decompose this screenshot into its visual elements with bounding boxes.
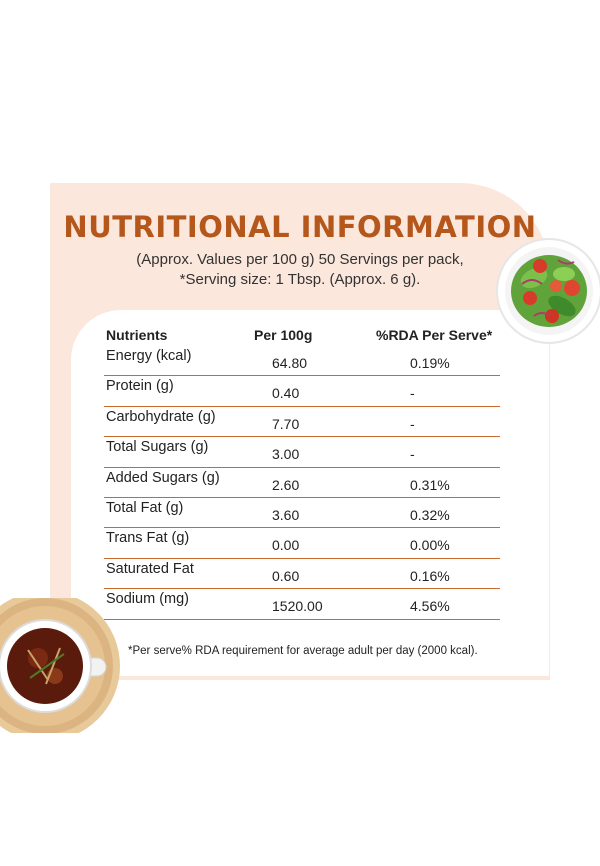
page-title: NUTRITIONAL INFORMATION [63,210,537,244]
per-100g-value: 3.60 [272,506,300,523]
table-header: Nutrients Per 100g %RDA Per Serve* [104,324,500,346]
header-rda: %RDA Per Serve* [376,327,493,343]
footnote: *Per serve% RDA requirement for average … [128,645,478,657]
per-100g-value: 64.80 [272,355,308,371]
table-row: Added Sugars (g) 2.60 0.31% [104,468,500,498]
per-100g-value: 3.00 [272,446,300,463]
rda-value: - [410,385,415,402]
nutrient-name: Total Sugars (g) [106,439,209,456]
per-100g-value: 7.70 [272,415,300,432]
subtitle-serving-size: *Serving size: 1 Tbsp. (Approx. 6 g). [179,271,421,288]
nutrient-name: Trans Fat (g) [106,530,190,547]
rda-value: 0.32% [410,506,450,523]
per-100g-value: 0.60 [272,567,300,584]
table-row: Protein (g) 0.40 - [104,376,500,407]
per-100g-value: 0.00 [272,537,300,554]
rda-value: 0.00% [410,537,450,554]
nutrient-name: Added Sugars (g) [106,469,220,486]
nutrient-name: Protein (g) [106,378,174,395]
nutrient-name: Sodium (mg) [106,591,189,608]
nutrient-name: Carbohydrate (g) [106,408,216,425]
nutrient-name: Saturated Fat [106,560,194,577]
header-nutrients: Nutrients [106,327,168,343]
soup-bowl-image [0,598,120,733]
table-row: Carbohydrate (g) 7.70 - [104,407,500,438]
rda-value: 0.19% [410,355,450,371]
nutrient-name: Total Fat (g) [106,499,184,516]
table-row: Saturated Fat 0.60 0.16% [104,559,500,590]
table-row: Energy (kcal) 64.80 0.19% [104,346,500,377]
subtitle-values: (Approx. Values per 100 g) 50 Servings p… [136,251,464,268]
rda-value: - [410,446,415,463]
rda-value: 0.16% [410,567,450,584]
per-100g-value: 2.60 [272,476,300,493]
nutrition-table-panel [71,310,549,676]
nutrient-name: Energy (kcal) [106,348,192,364]
nutrition-table: Nutrients Per 100g %RDA Per Serve* Energ… [104,324,500,620]
table-row: Sodium (mg) 1520.00 4.56% [104,589,500,620]
salad-bowl-image [496,238,600,344]
header-per-100g: Per 100g [254,327,313,343]
table-row: Trans Fat (g) 0.00 0.00% [104,528,500,559]
rda-value: 0.31% [410,476,450,493]
table-row: Total Fat (g) 3.60 0.32% [104,498,500,529]
rda-value: - [410,415,415,432]
per-100g-value: 1520.00 [272,598,323,615]
per-100g-value: 0.40 [272,385,300,402]
rda-value: 4.56% [410,598,450,615]
table-row: Total Sugars (g) 3.00 - [104,437,500,468]
